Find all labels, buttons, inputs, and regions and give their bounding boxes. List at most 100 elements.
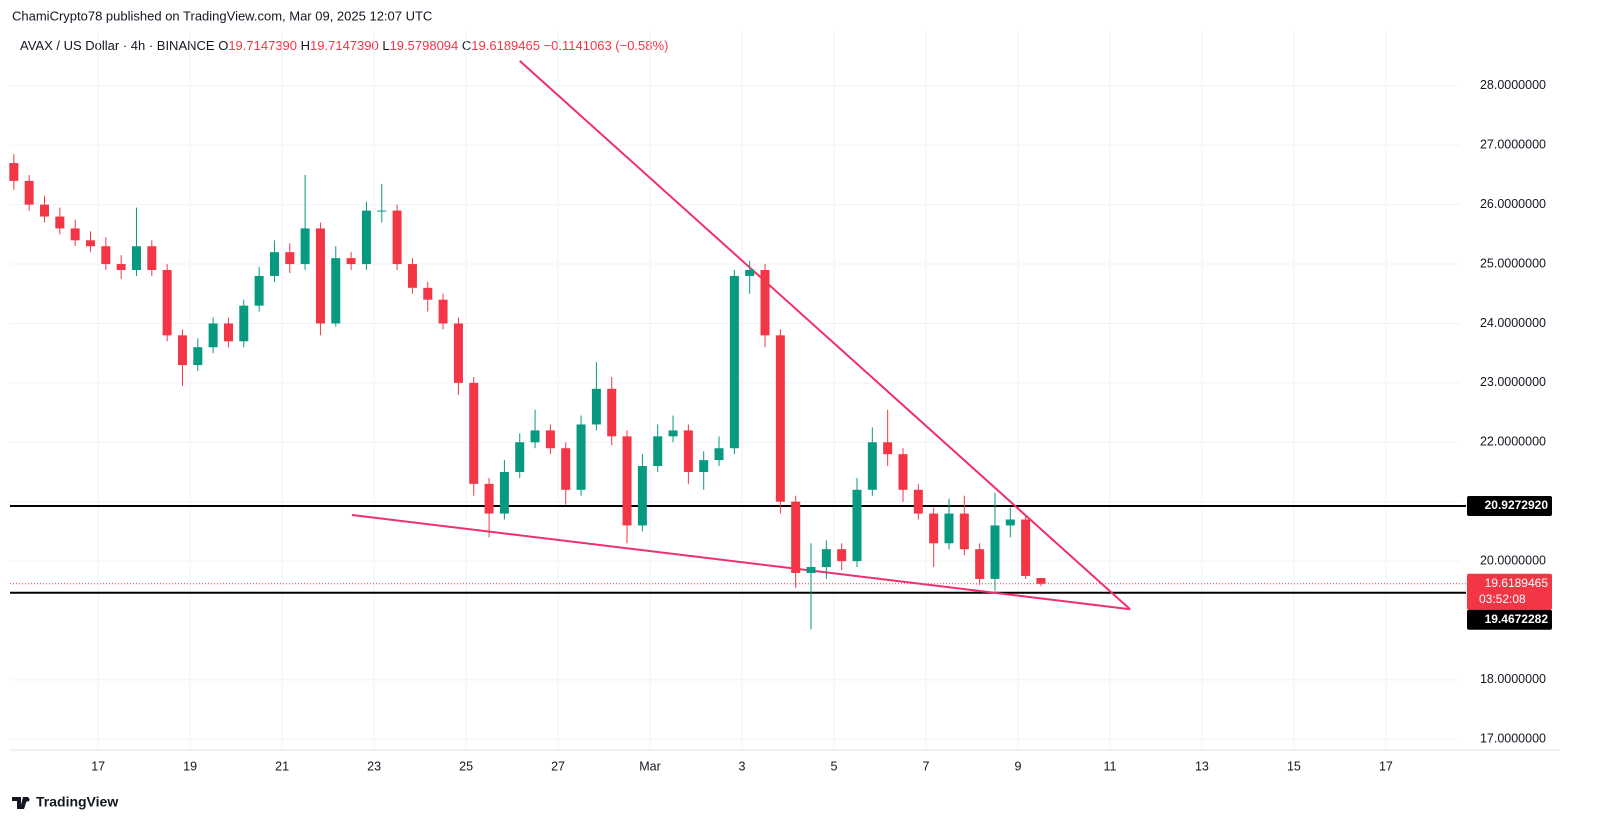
candle-body <box>392 210 402 265</box>
candle-body <box>637 466 647 526</box>
x-tick-label: 13 <box>1195 759 1209 773</box>
candle-body <box>959 513 969 550</box>
ohlc-value: 19.7147390 <box>228 38 297 53</box>
candle-body <box>714 448 724 461</box>
candle-body <box>990 525 1000 579</box>
candle-body <box>9 163 19 181</box>
y-tick-label: 24.0000000 <box>1480 316 1546 330</box>
candle-body <box>699 460 709 472</box>
candle-body <box>453 323 463 383</box>
published-line: ChamiCrypto78 published on TradingView.c… <box>12 8 432 23</box>
candle-body <box>177 335 187 366</box>
countdown-label: 03:52:08 <box>1479 592 1526 606</box>
candle-body <box>530 430 540 443</box>
candle-body <box>607 388 617 437</box>
level-label-box <box>1467 496 1552 517</box>
candle-body <box>622 436 632 526</box>
y-tick-label: 25.0000000 <box>1480 256 1546 270</box>
candle-body <box>499 471 509 514</box>
y-tick-label: 18.0000000 <box>1480 672 1546 686</box>
ohlc-key: L <box>382 38 389 53</box>
change: −0.1141063 (−0.58%) <box>544 38 669 53</box>
last-price-box <box>1467 573 1552 610</box>
x-tick-label: 7 <box>923 759 930 773</box>
level-label: 20.9272920 <box>1485 498 1549 512</box>
x-tick-label: 21 <box>275 759 289 773</box>
candle-body <box>223 323 233 342</box>
candle-body <box>591 388 601 425</box>
candle-body <box>346 258 356 265</box>
x-tick-label: 23 <box>367 759 381 773</box>
level-label: 19.4672282 <box>1485 612 1549 626</box>
candle-body <box>331 258 341 324</box>
y-tick-label: 22.0000000 <box>1480 435 1546 449</box>
y-tick-label: 26.0000000 <box>1480 197 1546 211</box>
x-tick-label: 11 <box>1103 759 1116 773</box>
y-tick-label: 23.0000000 <box>1480 375 1546 389</box>
candle-body <box>423 287 433 300</box>
candle-body <box>131 246 141 270</box>
x-tick-label: 25 <box>459 759 473 773</box>
ohlc-key: C <box>462 38 471 53</box>
candle-body <box>729 275 739 449</box>
candle-body <box>269 252 279 276</box>
y-tick-label: 20.0000000 <box>1480 553 1546 567</box>
x-tick-label: 19 <box>183 759 197 773</box>
candle-body <box>944 513 954 544</box>
candle-body <box>24 180 34 205</box>
candle-body <box>361 210 371 265</box>
candle-body <box>39 204 49 217</box>
y-tick-label: 17.0000000 <box>1480 732 1546 746</box>
candle-body <box>791 501 801 573</box>
x-tick-label: 17 <box>91 759 105 773</box>
trendline <box>519 60 1131 610</box>
trendline <box>351 514 1131 611</box>
x-tick-label: 9 <box>1014 759 1021 773</box>
candle-body <box>484 483 494 514</box>
candle-body <box>898 454 908 490</box>
candle-body <box>285 252 295 265</box>
candle-body <box>147 246 157 270</box>
candle-body <box>254 275 264 306</box>
candle-body <box>653 436 663 467</box>
ohlc-key: H <box>301 38 310 53</box>
candle-body <box>545 430 555 449</box>
candle-body <box>821 549 831 568</box>
candle-body <box>561 448 571 490</box>
candle-body <box>576 424 586 490</box>
x-tick-label: 27 <box>551 759 565 773</box>
candle-body <box>438 299 448 324</box>
ohlc-value: 19.5798094 <box>390 38 459 53</box>
candle-body <box>852 489 862 562</box>
candle-body <box>883 442 893 455</box>
candle-body <box>101 246 111 265</box>
candle-body <box>300 228 310 265</box>
candle-body <box>929 513 939 544</box>
candle-body <box>1021 519 1031 576</box>
candle-body <box>975 549 985 579</box>
x-tick-label: 15 <box>1287 759 1301 773</box>
brand: TradingView <box>36 794 118 810</box>
candle-body <box>867 442 877 490</box>
candle-body <box>55 216 65 229</box>
candle-body <box>515 442 525 472</box>
candle-body <box>1005 519 1015 526</box>
candle-body <box>239 305 249 342</box>
x-tick-label: 5 <box>831 759 838 773</box>
ohlc-key: O <box>218 38 228 53</box>
x-tick-label: 3 <box>739 759 746 773</box>
level-label-box <box>1467 609 1552 630</box>
candle-body <box>806 567 816 573</box>
candle-body <box>1036 578 1046 584</box>
candle-body <box>193 347 203 366</box>
candle-body <box>683 430 693 472</box>
x-tick-label: Mar <box>639 759 661 773</box>
candle-body <box>162 270 172 336</box>
candle-body <box>913 489 923 514</box>
symbol-line: AVAX / US Dollar · 4h · BINANCE O19.7147… <box>20 38 668 53</box>
symbol: AVAX / US Dollar · 4h · BINANCE <box>20 38 215 53</box>
candle-body <box>837 549 847 562</box>
candle-body <box>116 264 126 270</box>
candle-body <box>760 270 770 336</box>
